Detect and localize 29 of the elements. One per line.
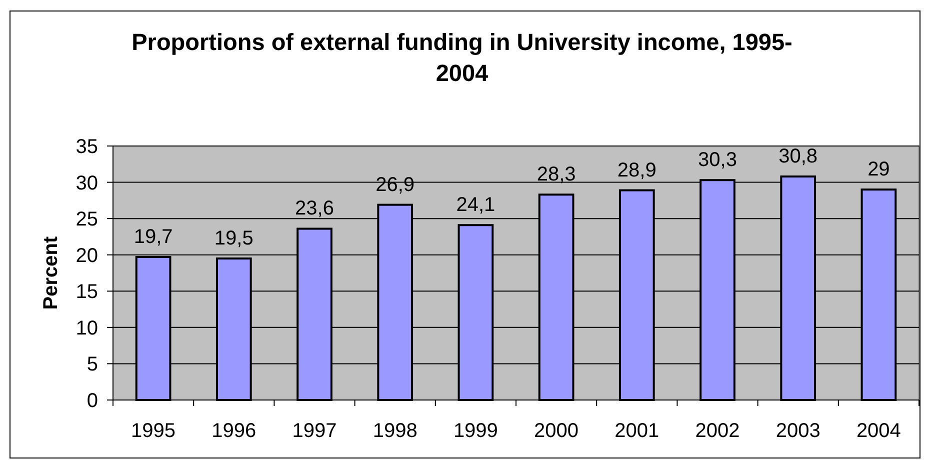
- data-label: 23,6: [295, 198, 334, 220]
- x-tick-label: 1996: [212, 420, 256, 442]
- x-tick-label: 1995: [131, 420, 176, 442]
- data-label: 19,7: [134, 226, 173, 248]
- y-tick-label: 25: [76, 208, 98, 231]
- data-label: 28,9: [617, 159, 656, 182]
- y-tick-label: 15: [76, 281, 98, 304]
- x-tick-label: 2004: [856, 420, 901, 442]
- x-tick-label: 2001: [614, 420, 660, 442]
- data-label: 24,1: [456, 194, 496, 216]
- x-tick-label: 1997: [292, 420, 337, 442]
- data-label: 30,3: [698, 149, 737, 172]
- y-tick-label: 0: [86, 390, 98, 412]
- x-tick-label: 2000: [534, 420, 579, 442]
- data-label: 30,8: [778, 145, 818, 168]
- y-tick-label: 5: [86, 354, 98, 376]
- x-tick-label: 2003: [776, 420, 820, 442]
- data-label: 28,3: [536, 164, 576, 186]
- y-tick-label: 30: [76, 172, 98, 194]
- x-tick-label: 1999: [453, 420, 498, 442]
- x-tick-label: 1998: [372, 420, 418, 442]
- y-axis-title: Percent: [40, 236, 62, 310]
- y-tick-label: 10: [76, 317, 98, 340]
- chart-title: Proportions of external funding in University income, 1995-2004: [132, 29, 792, 86]
- data-label: 29: [868, 158, 890, 181]
- y-tick-label: 35: [76, 136, 98, 158]
- data-label: 19,5: [214, 227, 254, 250]
- y-tick-label: 20: [76, 244, 98, 267]
- x-tick-label: 2002: [695, 420, 740, 442]
